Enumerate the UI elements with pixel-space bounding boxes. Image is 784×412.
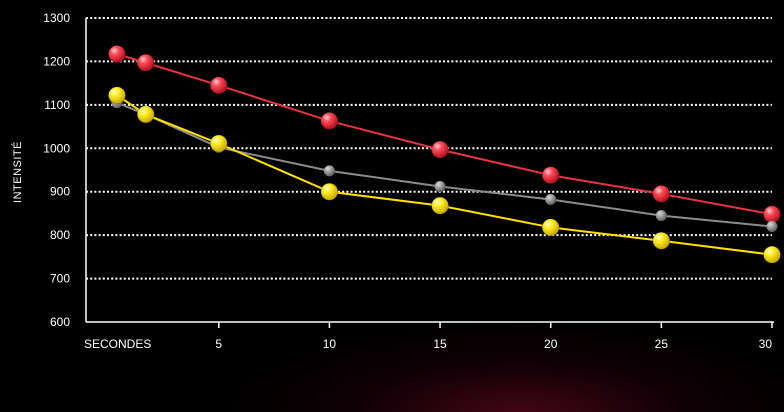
series-2-point xyxy=(652,231,671,250)
y-tick-label: 700 xyxy=(50,272,70,286)
y-tick-label: 1300 xyxy=(43,11,70,25)
series-line-0 xyxy=(116,53,773,216)
x-tick-label: 5 xyxy=(215,337,222,351)
series-0-point xyxy=(136,53,155,72)
series-layer xyxy=(108,45,781,264)
series-2-point xyxy=(108,86,126,105)
x-tick-label: 10 xyxy=(323,337,337,351)
series-2-point xyxy=(541,218,560,237)
y-tick-label: 1200 xyxy=(43,54,70,68)
series-0-point xyxy=(108,45,126,63)
series-0-point xyxy=(209,76,228,95)
series-2-point xyxy=(136,105,155,124)
series-0-point xyxy=(541,166,560,185)
y-tick-label: 800 xyxy=(50,228,70,242)
series-2-point xyxy=(209,134,228,153)
series-2-point xyxy=(431,196,449,215)
series-2-point xyxy=(763,245,781,264)
series-0-point xyxy=(431,140,449,159)
series-line-2 xyxy=(116,94,773,256)
y-axis-label: INTENSITÉ xyxy=(11,141,24,203)
series-0-point xyxy=(763,205,781,224)
series-1-point xyxy=(766,220,778,232)
series-0-point xyxy=(652,184,671,203)
y-tick-label: 900 xyxy=(50,185,70,199)
y-tick-label: 1000 xyxy=(43,141,70,155)
x-tick-label: 20 xyxy=(544,337,558,351)
series-0-point xyxy=(320,112,339,130)
series-2-point xyxy=(320,182,339,201)
series-1-point xyxy=(434,181,446,193)
series-1-point xyxy=(323,165,335,177)
y-tick-label: 600 xyxy=(50,315,70,329)
series-1-point xyxy=(655,210,667,222)
axis-layer: 600 700 800 900 1000 1100 1200 1300 5 10 15 20 25 30 xyxy=(43,11,774,351)
x-tick-label: 15 xyxy=(433,337,447,351)
x-axis-label: SECONDES xyxy=(84,337,151,351)
series-1-point xyxy=(545,194,557,206)
x-tick-label: 25 xyxy=(655,337,669,351)
y-tick-label: 1100 xyxy=(44,98,70,112)
x-tick-label: 30 xyxy=(759,337,773,351)
